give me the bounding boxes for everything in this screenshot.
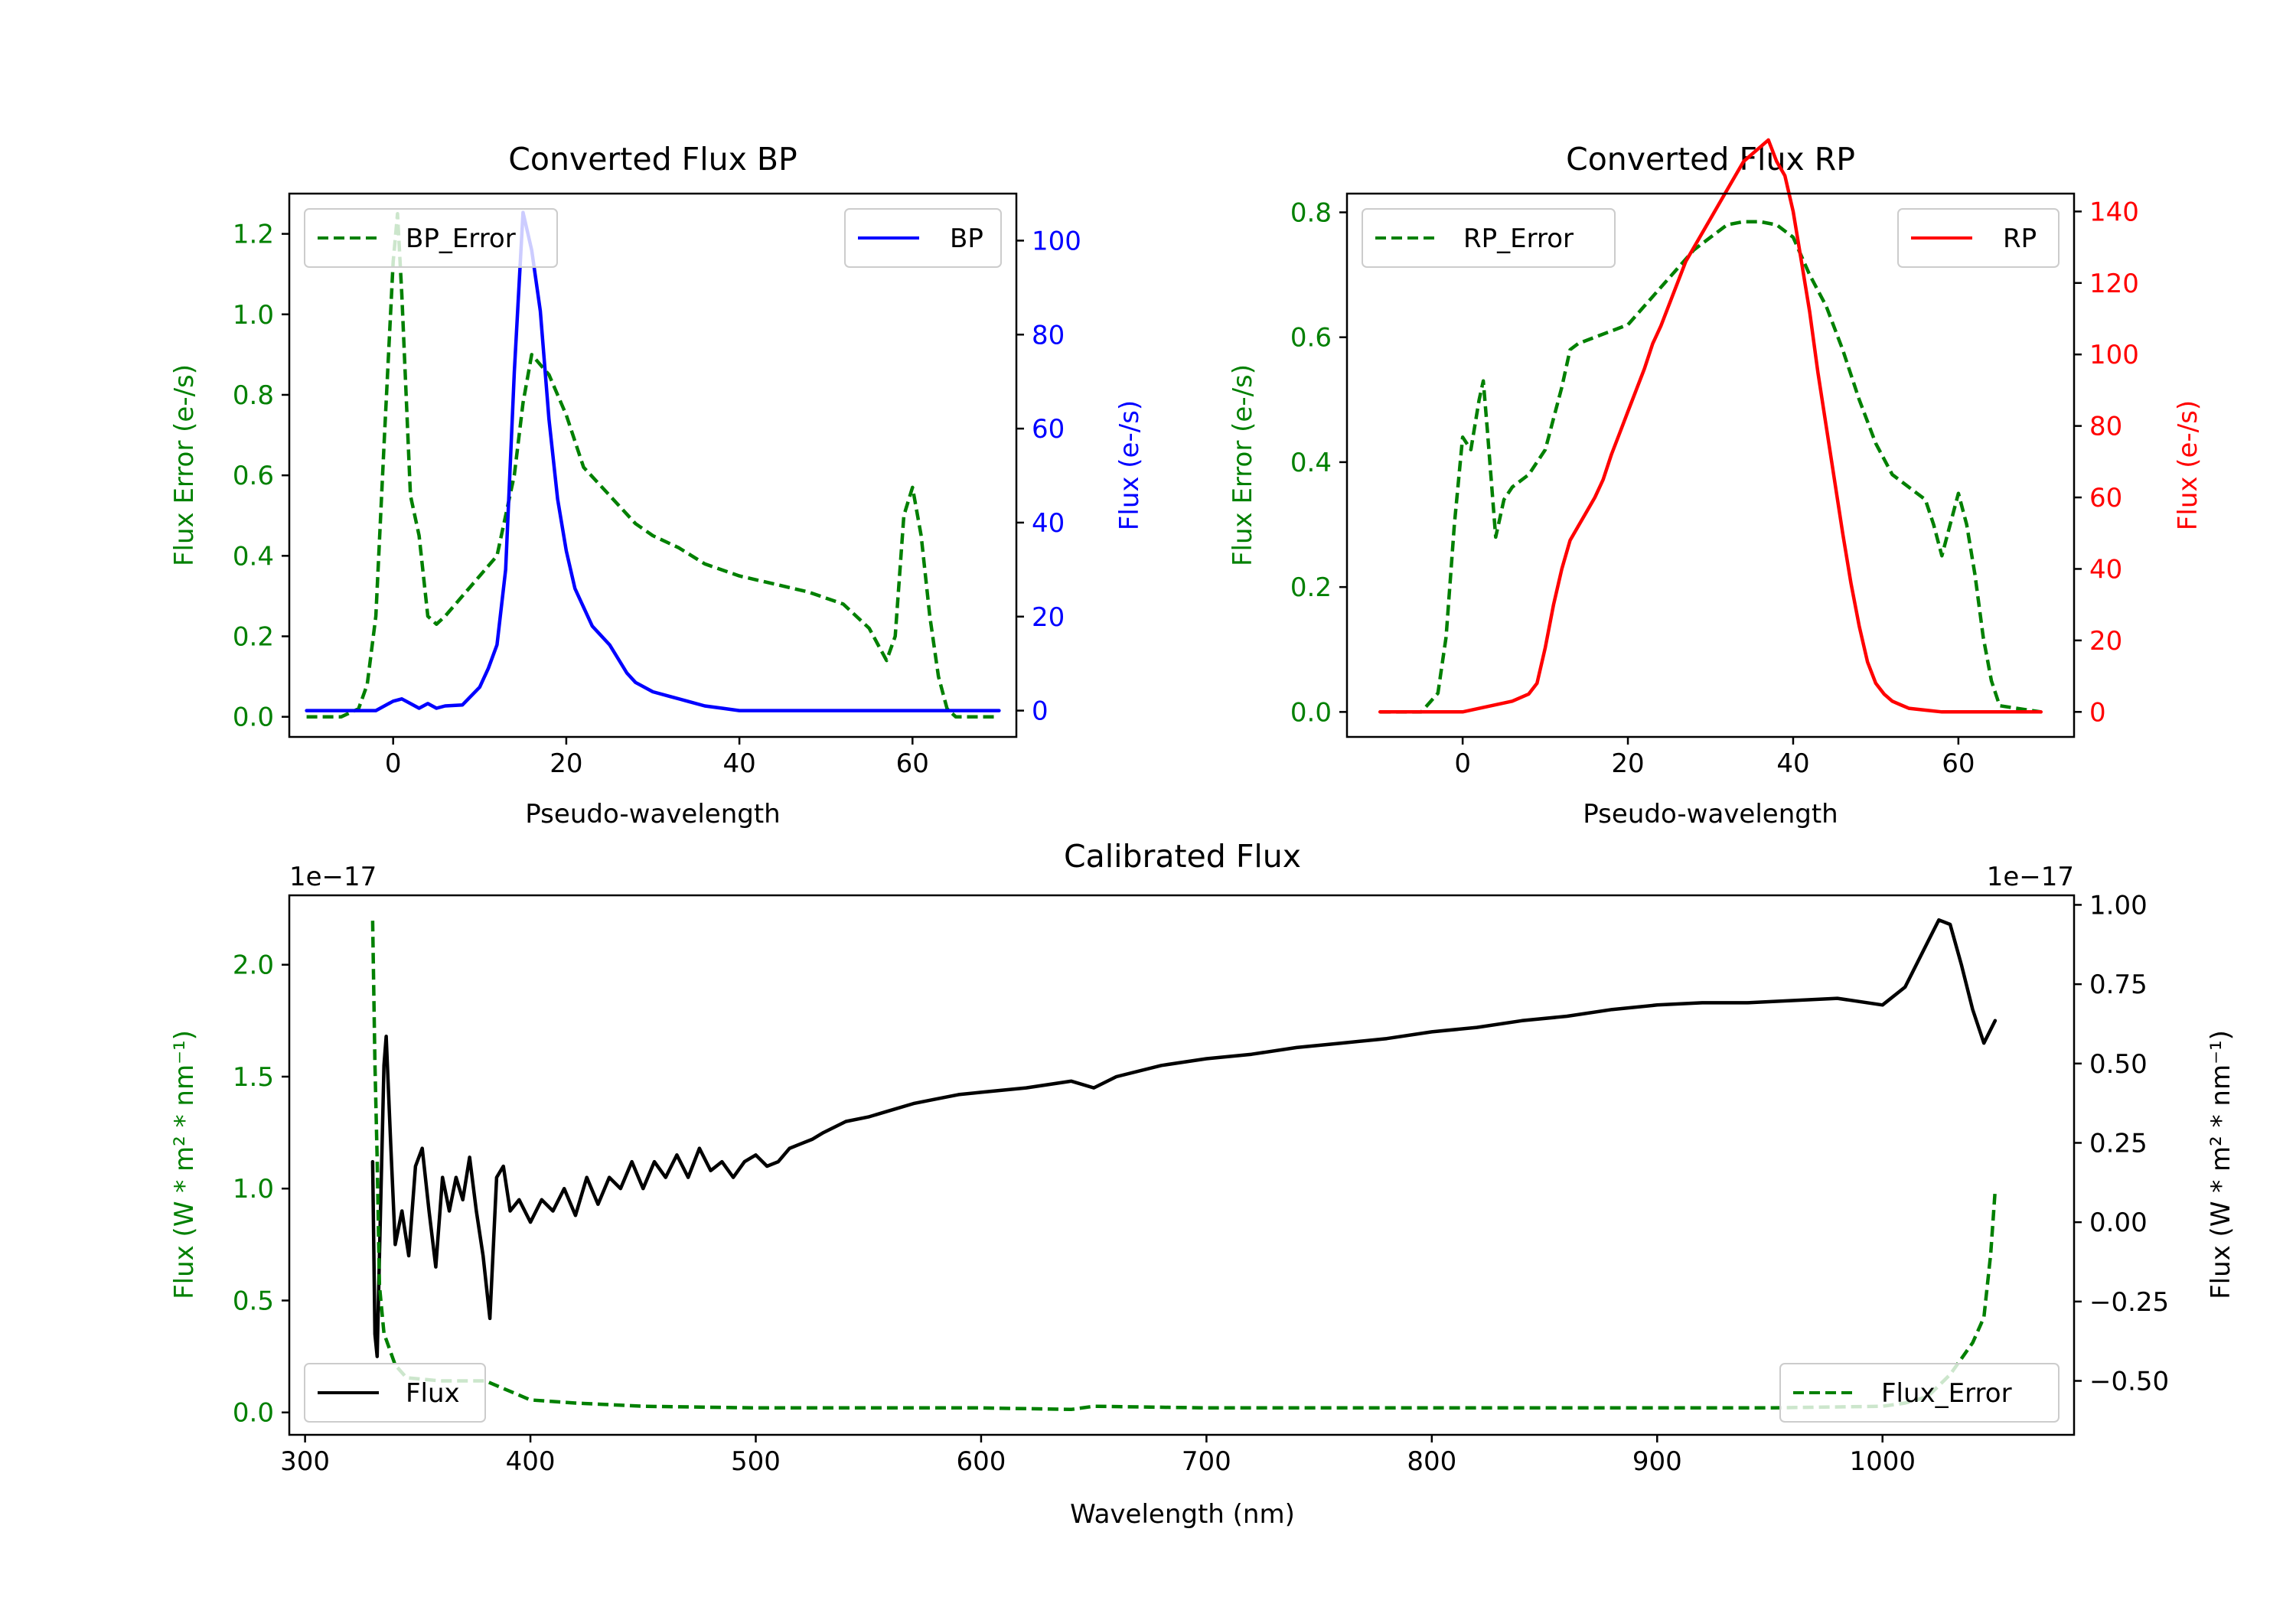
x-tick-label: 300 [280,1446,330,1477]
y-tick-label-left: 0.2 [233,622,274,653]
legend-label-rp: RP [2003,223,2037,254]
x-tick-label: 60 [896,748,929,779]
y-axis-label-right: Flux (e-/s) [1114,400,1145,530]
y-tick-label-right: 140 [2089,197,2139,227]
offset-text-right: 1e−17 [1987,862,2074,892]
y-tick-label-left: 0.8 [1290,197,1332,228]
y-axis-label-left: Flux (W * m² * nm⁻¹) [169,1030,200,1299]
x-tick-label: 700 [1182,1446,1231,1477]
x-tick-label: 60 [1942,748,1975,779]
plot-frame [288,192,1018,738]
y-tick-label-left: 1.2 [233,220,274,250]
y-tick-label-right: 0.75 [2089,970,2148,1000]
y-axis-label-right: Flux (e-/s) [2173,400,2203,530]
y-tick-label-left: 0.0 [233,702,274,733]
y-tick-label-right: 60 [1032,414,1065,445]
legend-right: BP [844,208,1002,268]
y-tick-label-right: 1.00 [2089,890,2148,921]
y-axis-label-left: Flux Error (e-/s) [169,364,200,566]
y-tick-label-left: 2.0 [233,950,274,981]
y-tick-label-right: 40 [2089,554,2122,585]
legend-left: BP_Error [304,208,558,268]
legend-label-bp: BP [950,223,983,254]
legend-label-flux: Flux [406,1378,460,1409]
y-tick-label-right: 80 [1032,320,1065,350]
x-axis-label: Pseudo-wavelength [525,799,780,830]
y-tick-label-right: 80 [2089,412,2122,442]
legend-left: Flux [304,1363,486,1423]
plot-frame [288,894,2076,1436]
y-tick-label-right: 20 [2089,626,2122,657]
x-tick-label: 20 [1611,748,1644,779]
series-line-bp [305,210,1001,712]
y-tick-label-left: 0.8 [233,380,274,411]
y-tick-label-right: 0.00 [2089,1208,2148,1238]
y-tick-label-left: 0.4 [233,541,274,572]
y-tick-label-left: 0.6 [1290,323,1332,354]
plot-frame [1345,192,2076,738]
y-tick-label-left: 0.5 [233,1286,274,1316]
chart-title: Converted Flux BP [508,141,797,178]
chart-calibrated: Calibrated Flux 300 400 500 600 700 800 900 100… [169,838,2236,1530]
y-tick-label-right: 100 [1032,226,1081,256]
chart-title: Calibrated Flux [1064,838,1301,875]
y-tick-label-right: 0.50 [2089,1049,2148,1080]
y-tick-label-right: −0.25 [2089,1287,2169,1318]
x-tick-label: 400 [506,1446,556,1477]
y-tick-label-right: 120 [2089,269,2139,299]
y-tick-label-left: 1.0 [233,1174,274,1204]
y-tick-label-left: 0.0 [233,1398,274,1429]
chart-title: Converted Flux RP [1566,141,1855,178]
legend-label-bp-error: BP_Error [406,223,516,254]
x-tick-label: 0 [385,748,402,779]
y-tick-label-right: 20 [1032,602,1065,633]
x-tick-label: 0 [1454,748,1471,779]
y-tick-label-left: 0.4 [1290,448,1332,478]
chart-bp: Converted Flux BP 0 20 40 60 0.0 0.2 0.4 0.6 0.… [169,141,1145,830]
y-tick-label-left: 0.6 [233,461,274,491]
y-tick-label-right: −0.50 [2089,1367,2169,1397]
y-tick-label-left: 1.5 [233,1062,274,1093]
x-tick-label: 900 [1632,1446,1682,1477]
x-tick-label: 20 [550,748,582,779]
y-tick-label-right: 0 [2089,697,2106,728]
y-tick-label-right: 100 [2089,340,2139,370]
legend-label-flux-error: Flux_Error [1881,1378,2012,1409]
x-tick-label: 40 [722,748,755,779]
x-tick-label: 800 [1407,1446,1456,1477]
x-tick-label: 1000 [1849,1446,1916,1477]
y-tick-label-right: 0.25 [2089,1128,2148,1159]
y-axis-label-left: Flux Error (e-/s) [1228,364,1258,566]
y-axis-label-right: Flux (W * m² * nm⁻¹) [2206,1030,2236,1299]
y-tick-label-left: 0.0 [1290,697,1332,728]
y-tick-label-left: 1.0 [233,300,274,331]
series-line-rp [1378,138,2043,714]
x-tick-label: 600 [956,1446,1006,1477]
x-tick-label: 40 [1776,748,1809,779]
chart-rp: Converted Flux RP 0 20 40 60 0.0 0.2 0.4 0.6 0.… [1228,138,2203,830]
y-tick-label-right: 40 [1032,508,1065,539]
legend-right: Flux_Error [1779,1363,2060,1423]
legend-left: RP_Error [1362,208,1616,268]
x-axis-label: Wavelength (nm) [1070,1499,1295,1530]
x-axis-label: Pseudo-wavelength [1583,799,1838,830]
series-line-flux [370,918,1998,1358]
y-tick-label-right: 0 [1032,696,1049,727]
x-tick-label: 500 [731,1446,781,1477]
y-tick-label-left: 0.2 [1290,572,1332,603]
legend-right: RP [1897,208,2060,268]
y-tick-label-right: 60 [2089,483,2122,513]
offset-text-left: 1e−17 [289,862,377,892]
legend-label-rp-error: RP_Error [1463,223,1574,254]
